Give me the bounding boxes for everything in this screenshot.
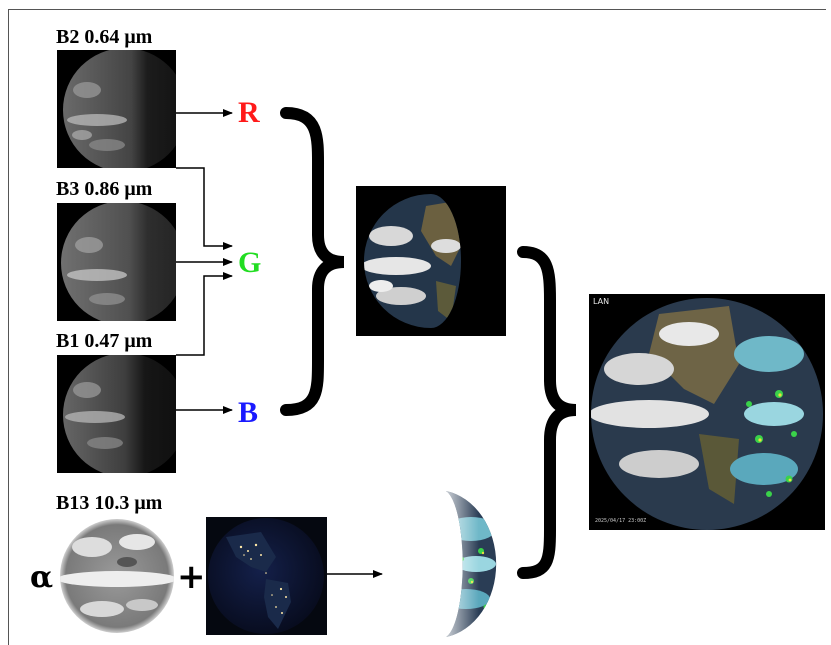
night-ir-composite-image bbox=[386, 489, 510, 639]
final-composite-image bbox=[589, 294, 825, 530]
diagram-frame bbox=[8, 9, 826, 645]
channel-g-label: G bbox=[238, 246, 262, 279]
arrow-b2-to-g bbox=[176, 167, 233, 250]
composite-brace bbox=[517, 246, 577, 579]
channel-r-label: R bbox=[238, 96, 260, 129]
band-b2-image bbox=[57, 50, 176, 168]
alpha-symbol: α bbox=[30, 560, 54, 595]
logo-text: LAN bbox=[593, 297, 610, 306]
band-b13-image bbox=[57, 517, 176, 635]
band-b13-label: B13 10.3 μm bbox=[56, 492, 163, 514]
true-color-day-image bbox=[356, 186, 506, 336]
band-b2-label: B2 0.64 μm bbox=[56, 26, 153, 48]
timestamp-text: 2025/04/17 23:00Z bbox=[595, 518, 647, 524]
channel-b-label: B bbox=[238, 396, 259, 429]
arrow-b1-to-g bbox=[176, 272, 233, 356]
plus-symbol: + bbox=[177, 557, 206, 597]
band-b1-label: B1 0.47 μm bbox=[56, 330, 153, 352]
band-b1-image bbox=[57, 355, 176, 473]
rgb-brace bbox=[280, 107, 345, 416]
band-b3-image bbox=[57, 203, 176, 321]
night-lights-image bbox=[206, 517, 327, 635]
band-b3-label: B3 0.86 μm bbox=[56, 178, 153, 200]
